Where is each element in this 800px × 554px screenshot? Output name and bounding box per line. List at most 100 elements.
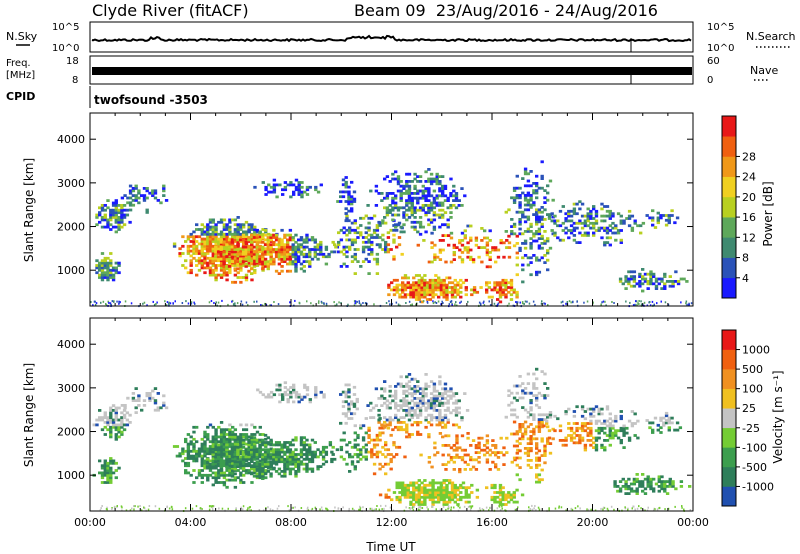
range-gate-cell [288,262,293,266]
range-gate-cell [450,495,455,499]
range-gate-cell [653,226,658,229]
range-gate-cell [117,211,121,214]
range-gate-cell [509,493,514,497]
range-gate-cell [305,457,309,461]
range-gate-cell [641,277,645,281]
range-gate-cell [277,252,282,256]
ground-scatter-cell [113,300,115,303]
range-gate-cell [117,223,121,227]
range-gate-cell [580,426,585,430]
range-gate-cell [222,437,227,441]
range-gate-cell [375,453,380,456]
range-gate-cell [211,228,215,231]
range-gate-cell [399,184,403,188]
ground-scatter-cell [483,304,486,307]
range-gate-cell [114,211,118,214]
range-gate-cell [605,236,610,240]
range-gate-cell [425,495,430,499]
ground-scatter-cell [210,300,213,302]
range-gate-cell [106,461,110,465]
range-gate-cell [206,478,210,482]
range-gate-cell [477,246,481,249]
range-gate-cell [247,471,251,475]
range-gate-cell [122,428,127,432]
range-gate-cell [211,440,215,444]
range-gate-cell [515,186,519,190]
range-gate-cell [244,254,249,258]
range-gate-cell [656,218,660,222]
range-gate-cell [659,426,663,430]
range-gate-cell [529,230,533,233]
range-gate-cell [181,447,185,451]
range-gate-cell [580,234,585,237]
range-gate-cell [619,241,623,244]
range-gate-cell [375,272,380,275]
range-gate-cell [280,457,284,461]
range-gate-cell [214,235,218,239]
range-gate-cell [638,480,642,483]
range-gate-cell [200,469,204,472]
range-gate-cell [410,199,414,202]
range-gate-cell [535,447,539,450]
range-gate-cell [239,457,243,461]
range-gate-cell [406,293,410,297]
range-gate-cell [649,485,653,488]
range-gate-cell [131,396,136,400]
range-gate-cell [275,388,279,392]
range-gate-cell [391,172,395,176]
range-gate-cell [474,444,479,447]
range-gate-cell [651,421,655,425]
range-gate-cell [421,397,425,400]
range-gate-cell [219,465,223,468]
range-gate-cell [264,476,268,480]
range-gate-cell [526,463,531,467]
range-gate-cell [515,463,519,467]
range-gate-cell [233,440,238,444]
range-gate-cell [92,423,96,427]
range-gate-cell [548,246,553,250]
ground-scatter-cell [164,300,166,303]
range-gate-cell [137,196,141,200]
range-gate-cell [352,197,357,201]
range-gate-cell [417,483,421,487]
ground-scatter-cell [534,303,536,306]
range-gate-cell [217,256,221,260]
range-gate-cell [385,404,390,407]
range-gate-cell [515,210,519,214]
range-gate-cell [414,293,419,297]
ground-scatter-cell [354,300,357,303]
ground-scatter-cell [541,300,543,303]
range-gate-cell [405,375,409,379]
range-gate-cell [416,180,420,183]
range-gate-cell [134,399,138,402]
range-gate-cell [425,491,430,494]
range-gate-cell [453,283,457,287]
range-gate-cell [233,478,238,482]
range-gate-cell [292,386,296,389]
range-gate-cell [261,240,265,244]
range-gate-cell [277,243,282,247]
range-gate-cell [264,185,268,189]
range-gate-cell [380,192,384,195]
ground-scatter-cell [409,304,412,307]
range-gate-cell [192,481,196,484]
range-gate-cell [103,218,107,222]
range-gate-cell [225,255,229,259]
range-gate-cell [414,495,419,499]
range-gate-cell [614,417,618,421]
range-gate-cell [219,276,224,279]
range-gate-cell [308,248,312,251]
range-gate-cell [416,404,420,407]
range-gate-cell [383,380,387,383]
range-gate-cell [189,264,193,267]
ground-scatter-cell [323,302,325,305]
range-gate-cell [283,457,287,461]
range-gate-cell [222,449,227,453]
range-gate-cell [98,266,102,270]
ground-scatter-cell [632,304,635,307]
range-gate-cell [493,288,497,292]
range-gate-cell [134,187,138,190]
range-gate-cell [286,445,290,449]
range-gate-cell [485,451,490,454]
range-gate-cell [250,252,254,256]
